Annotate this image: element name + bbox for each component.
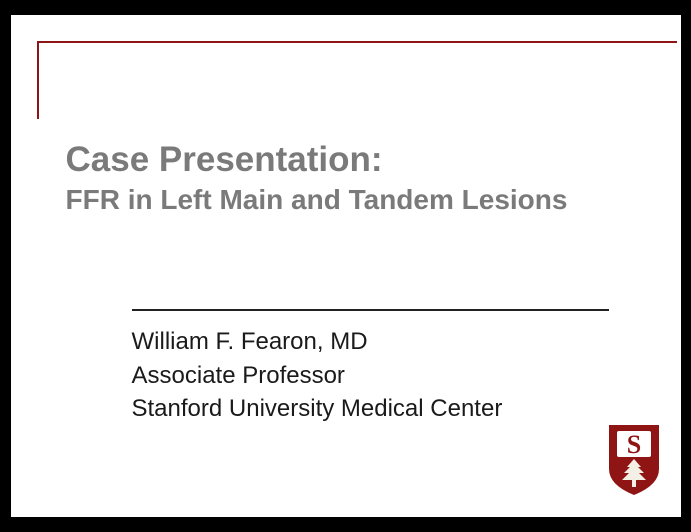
slide-title-main: Case Presentation: [66, 140, 641, 180]
author-name: William F. Fearon, MD [132, 325, 503, 359]
stanford-logo-icon: S [607, 423, 661, 497]
author-title: Associate Professor [132, 359, 503, 393]
slide-title-sub: FFR in Left Main and Tandem Lesions [66, 182, 641, 217]
svg-text:S: S [626, 430, 640, 459]
corner-accent [37, 41, 39, 119]
author-institution: Stanford University Medical Center [132, 392, 503, 426]
divider-line [132, 309, 609, 311]
slide-container: Case Presentation: FFR in Left Main and … [11, 15, 681, 517]
author-block: William F. Fearon, MD Associate Professo… [132, 325, 503, 426]
title-block: Case Presentation: FFR in Left Main and … [66, 140, 641, 217]
